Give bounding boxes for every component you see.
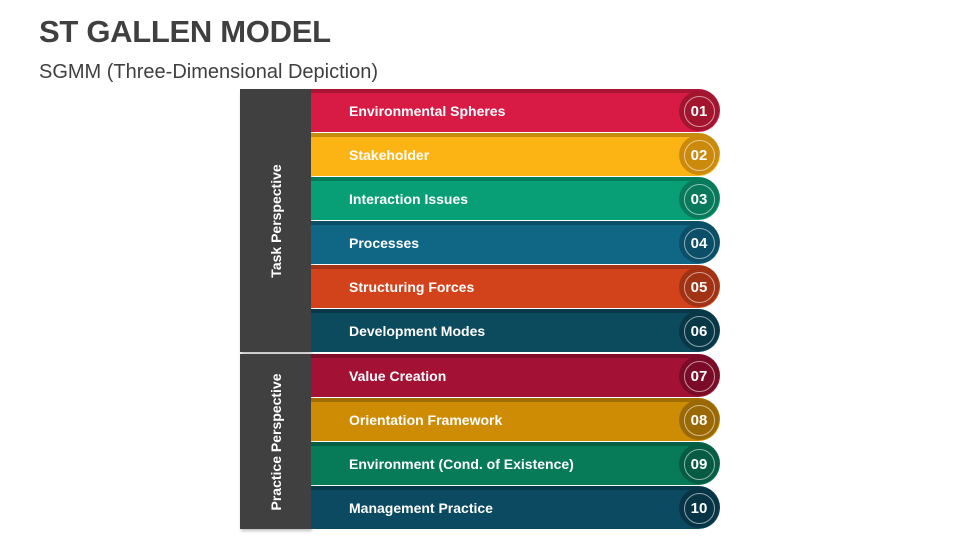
number-text: 07 <box>683 360 715 392</box>
row-label: Structuring Forces <box>349 279 475 295</box>
number-badge: 09 <box>679 444 719 484</box>
number-text: 02 <box>683 139 715 171</box>
number-badge: 01 <box>679 91 719 131</box>
number-badge: 10 <box>679 488 719 528</box>
number-badge: 06 <box>679 311 719 351</box>
page-title: ST GALLEN MODEL <box>39 14 331 49</box>
number-badge: 03 <box>679 179 719 219</box>
task-perspective-panel: Task Perspective <box>240 89 311 352</box>
row-label: Interaction Issues <box>349 191 469 207</box>
number-text: 05 <box>683 271 715 303</box>
task-perspective-label: Task Perspective <box>267 163 284 278</box>
row-environment: Environment (Cond. of Existence) 09 <box>311 442 720 485</box>
row-environmental-spheres: Environmental Spheres 01 <box>311 89 720 132</box>
row-label: Stakeholder <box>349 147 430 163</box>
model-rows: Environmental Spheres 01 Stakeholder 02 … <box>311 89 720 530</box>
number-text: 10 <box>683 492 715 524</box>
row-label: Orientation Framework <box>349 412 503 428</box>
row-label: Environment (Cond. of Existence) <box>349 456 574 472</box>
number-badge: 02 <box>679 135 719 175</box>
row-interaction-issues: Interaction Issues 03 <box>311 177 720 220</box>
row-stakeholder: Stakeholder 02 <box>311 133 720 176</box>
row-label: Environmental Spheres <box>349 103 506 119</box>
page-subtitle: SGMM (Three-Dimensional Depiction) <box>39 61 378 83</box>
practice-perspective-label: Practice Perspective <box>267 373 284 510</box>
row-label: Development Modes <box>349 323 486 339</box>
row-management-practice: Management Practice 10 <box>311 486 720 529</box>
row-processes: Processes 04 <box>311 221 720 264</box>
row-label: Management Practice <box>349 500 493 516</box>
row-orientation-framework: Orientation Framework 08 <box>311 398 720 441</box>
number-badge: 05 <box>679 267 719 307</box>
practice-perspective-panel: Practice Perspective <box>240 354 311 529</box>
number-badge: 07 <box>679 356 719 396</box>
row-value-creation: Value Creation 07 <box>311 354 720 397</box>
number-text: 06 <box>683 315 715 347</box>
number-text: 03 <box>683 183 715 215</box>
number-text: 04 <box>683 227 715 259</box>
row-label: Processes <box>349 235 420 251</box>
number-text: 09 <box>683 448 715 480</box>
row-structuring-forces: Structuring Forces 05 <box>311 265 720 308</box>
number-text: 08 <box>683 404 715 436</box>
number-badge: 04 <box>679 223 719 263</box>
number-text: 01 <box>683 95 715 127</box>
row-label: Value Creation <box>349 368 447 384</box>
row-development-modes: Development Modes 06 <box>311 309 720 352</box>
number-badge: 08 <box>679 400 719 440</box>
